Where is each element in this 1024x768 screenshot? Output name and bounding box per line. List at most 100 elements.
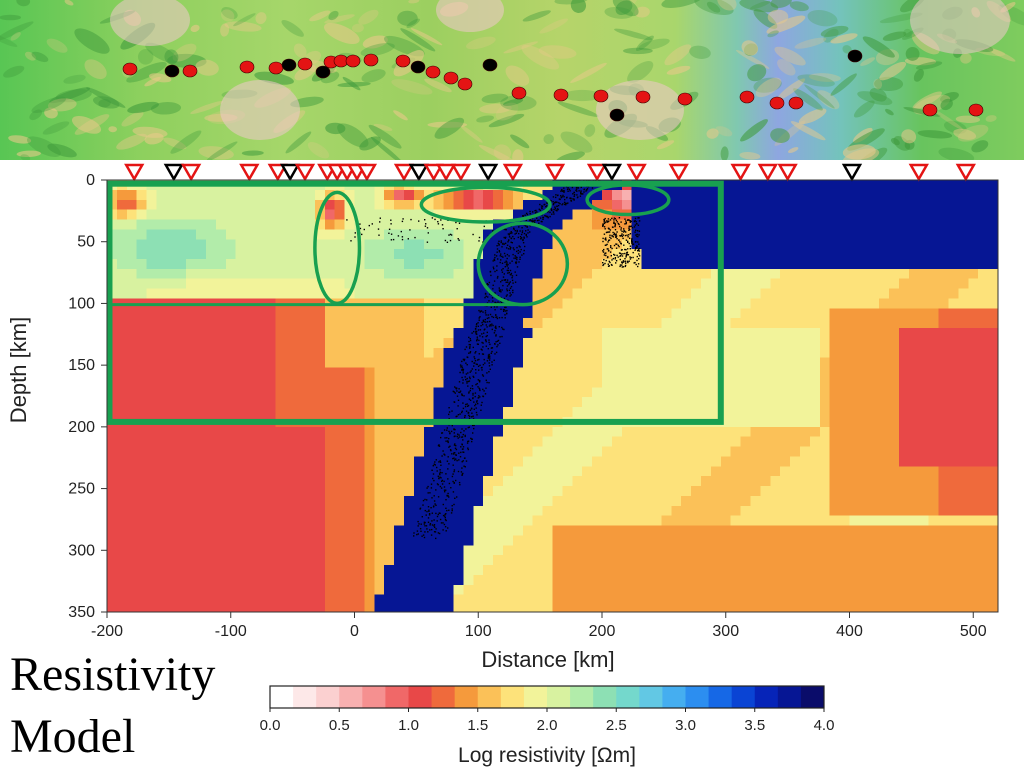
resistivity-cell [186, 288, 197, 299]
resistivity-cell [790, 377, 801, 388]
resistivity-cell [740, 407, 751, 418]
resistivity-cell [146, 486, 157, 497]
resistivity-cell [473, 426, 484, 438]
resistivity-cell [295, 555, 306, 566]
resistivity-cell [671, 446, 682, 457]
resistivity-cell [809, 357, 821, 369]
resistivity-cell [206, 436, 217, 448]
resistivity-cell [928, 387, 940, 398]
resistivity-cell [790, 446, 801, 457]
resistivity-cell [413, 466, 425, 477]
resistivity-cell [116, 308, 128, 319]
resistivity-cell [908, 407, 920, 418]
topography-relief [627, 61, 654, 83]
earthquake-point [621, 264, 623, 266]
resistivity-cell [938, 377, 949, 388]
resistivity-cell [710, 584, 722, 596]
resistivity-cell [136, 229, 148, 240]
resistivity-cell [750, 278, 761, 290]
resistivity-cell [295, 268, 306, 280]
earthquake-point [526, 213, 529, 216]
resistivity-cell [839, 555, 850, 566]
resistivity-cell [116, 495, 128, 507]
resistivity-cell [750, 476, 761, 487]
resistivity-cell [859, 446, 870, 457]
resistivity-cell [631, 456, 643, 467]
resistivity-cell [364, 268, 375, 280]
resistivity-cell [156, 466, 167, 477]
resistivity-cell [780, 486, 791, 497]
resistivity-cell [562, 407, 573, 418]
resistivity-cell [859, 367, 870, 378]
resistivity-cell [849, 555, 860, 566]
resistivity-cell [869, 446, 880, 457]
resistivity-cell [314, 347, 326, 359]
resistivity-cell [592, 298, 603, 309]
resistivity-cell [324, 486, 336, 497]
resistivity-cell [384, 525, 395, 536]
resistivity-cell [681, 476, 692, 487]
resistivity-cell [899, 209, 910, 220]
earthquake-point [634, 224, 636, 226]
resistivity-cell [760, 555, 771, 566]
resistivity-cell [324, 574, 336, 586]
resistivity-cell [770, 446, 781, 457]
resistivity-cell [334, 515, 346, 527]
resistivity-cell [899, 268, 910, 280]
resistivity-cell [215, 535, 227, 546]
resistivity-cell [819, 515, 831, 527]
resistivity-cell [968, 574, 979, 586]
resistivity-cell [453, 565, 464, 576]
resistivity-cell [829, 219, 841, 230]
resistivity-cell [473, 535, 484, 546]
resistivity-cell [720, 189, 732, 201]
resistivity-cell [631, 308, 643, 319]
resistivity-cell [136, 209, 148, 220]
resistivity-cell [463, 495, 474, 507]
resistivity-cell [225, 249, 237, 260]
resistivity-cell [493, 387, 504, 398]
resistivity-cell [621, 298, 633, 309]
resistivity-cell [206, 249, 217, 260]
earthquake-point [624, 258, 626, 260]
earthquake-point [617, 222, 619, 225]
resistivity-cell [918, 466, 930, 477]
resistivity-cell [819, 249, 831, 260]
topography-relief [342, 76, 361, 91]
earthquake-point [465, 373, 468, 375]
resistivity-cell [968, 565, 979, 576]
resistivity-cell [889, 574, 900, 586]
resistivity-cell [542, 377, 553, 388]
map-site-black [847, 49, 863, 63]
resistivity-cell [710, 229, 722, 240]
resistivity-cell [146, 515, 157, 527]
resistivity-cell [305, 239, 316, 250]
resistivity-cell [790, 565, 801, 576]
earthquake-point [493, 306, 496, 308]
resistivity-cell [809, 555, 821, 566]
resistivity-cell [790, 604, 801, 612]
resistivity-cell [275, 377, 286, 388]
resistivity-cell [968, 189, 979, 201]
resistivity-cell [344, 495, 355, 507]
resistivity-cell [225, 308, 237, 319]
resistivity-cell [978, 328, 989, 339]
resistivity-cell [908, 387, 920, 398]
resistivity-cell [730, 308, 742, 319]
resistivity-cell [740, 308, 751, 319]
resistivity-cell [146, 189, 157, 201]
resistivity-cell [443, 328, 454, 339]
earthquake-point [506, 279, 509, 281]
resistivity-cell [958, 525, 969, 536]
topography-relief [739, 0, 779, 13]
resistivity-cell [978, 574, 989, 586]
earthquake-point [427, 517, 430, 519]
resistivity-cell [265, 495, 276, 507]
resistivity-cell [483, 258, 494, 270]
earthquake-point [563, 187, 565, 189]
resistivity-cell [235, 258, 247, 270]
resistivity-cell [493, 357, 504, 369]
resistivity-cell [918, 416, 930, 428]
topography-relief [612, 0, 639, 17]
resistivity-cell [334, 249, 346, 260]
